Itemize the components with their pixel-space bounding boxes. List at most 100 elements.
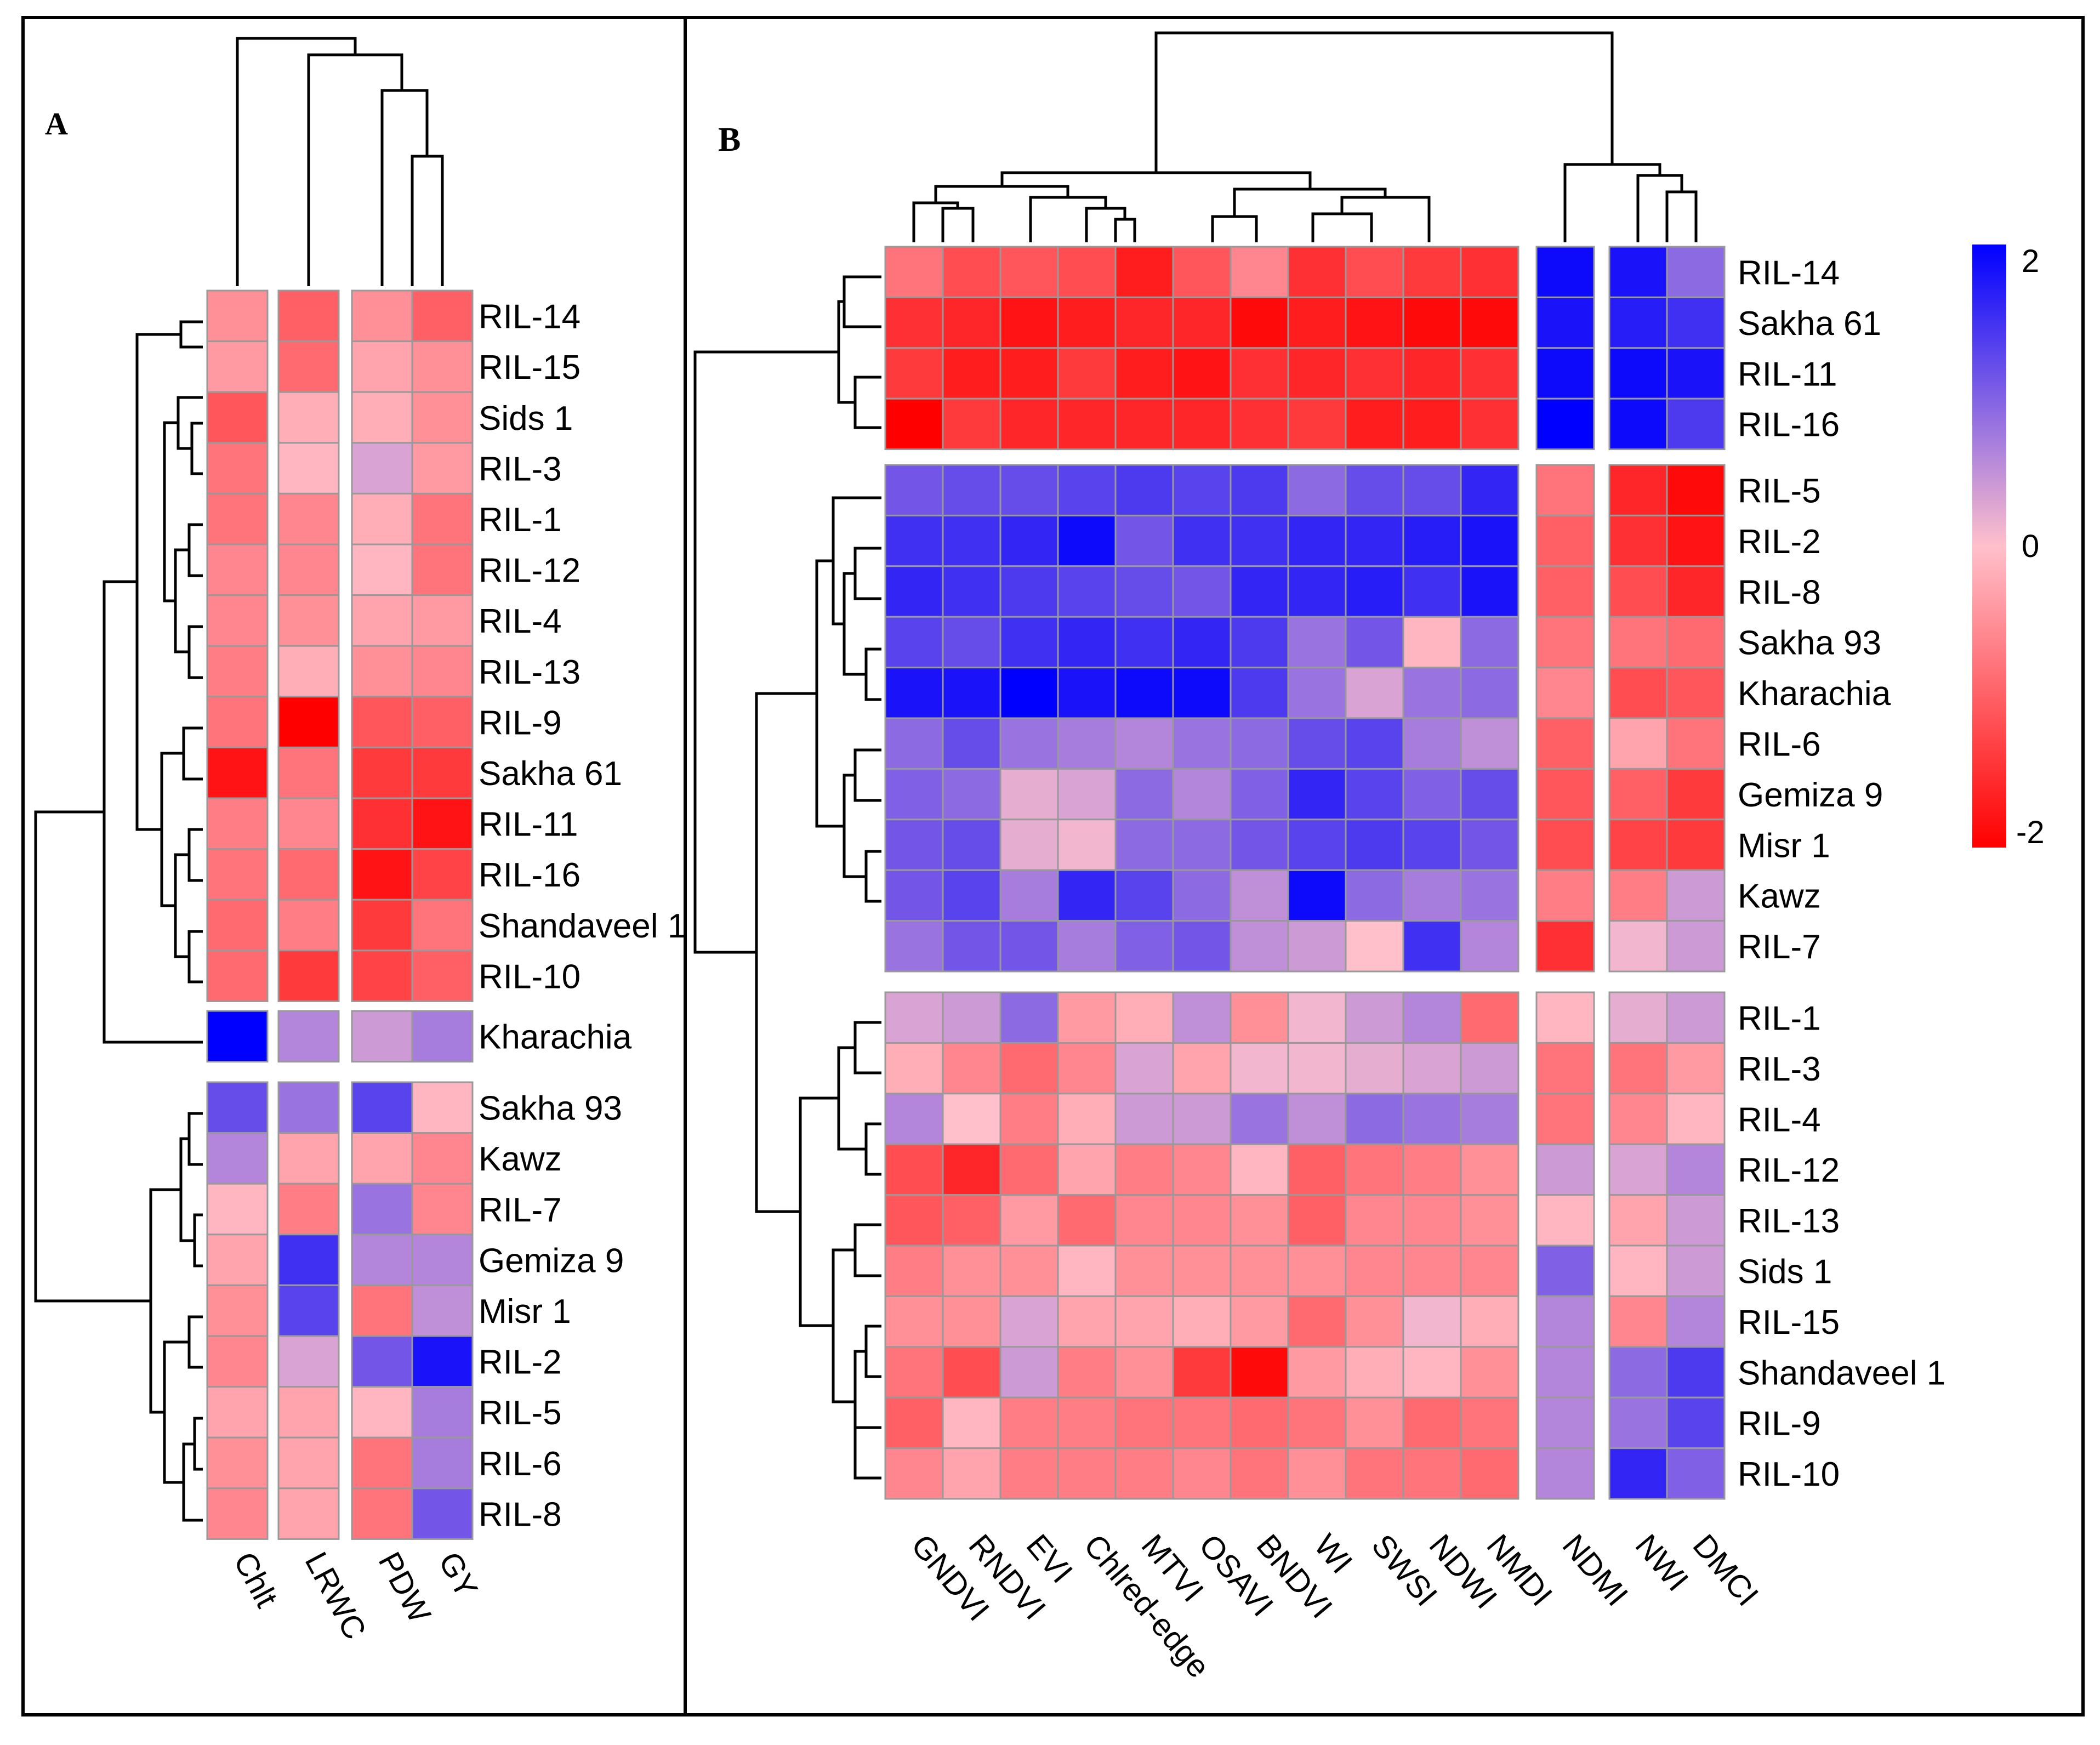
heatmap-a-cell-kharachia-pdw (351, 1010, 413, 1063)
heatmap-b-cell-ril-3-swsi (1345, 1042, 1404, 1095)
row-label-b-ril-13: RIL-13 (1738, 1202, 1840, 1240)
heatmap-b-cell-ril-15-bndvi (1230, 1295, 1289, 1348)
heatmap-b-cell-shandaveel-1-rndvi (942, 1346, 1001, 1399)
heatmap-a-cell-gemiza-9-gy (411, 1234, 474, 1286)
heatmap-b-cell-misr-1-ndmi (1535, 818, 1595, 871)
heatmap-b-cell-ril-5-gndvi (884, 464, 944, 516)
heatmap-b-cell-shandaveel-1-ndmi (1535, 1346, 1595, 1399)
heatmap-b-cell-kharachia-evi (999, 667, 1059, 719)
heatmap-b-cell-shandaveel-1-evi (999, 1346, 1059, 1399)
heatmap-b-cell-misr-1-dmci (1666, 818, 1726, 871)
heatmap-b-cell-gemiza-9-mtvi (1114, 768, 1174, 821)
heatmap-b-cell-ril-1-mtvi (1114, 991, 1174, 1044)
row-label-b-ril-15: RIL-15 (1738, 1304, 1840, 1342)
heatmap-b-cell-shandaveel-1-osavi (1172, 1346, 1232, 1399)
heatmap-a-cell-ril-16-lrwc (277, 848, 340, 901)
row-label-b-ril-4: RIL-4 (1738, 1101, 1821, 1139)
heatmap-a-cell-misr-1-gy (411, 1284, 474, 1337)
heatmap-b-cell-sakha-93-chlred-edge (1057, 616, 1117, 669)
heatmap-b-cell-kharachia-swsi (1345, 667, 1404, 719)
heatmap-b-cell-ril-11-osavi (1172, 347, 1232, 400)
heatmap-b-cell-sakha-61-nwi (1608, 296, 1668, 349)
heatmap-b-cell-ril-11-wi (1287, 347, 1347, 400)
heatmap-b-cell-ril-8-osavi (1172, 565, 1232, 618)
heatmap-b-cell-ril-9-dmci (1666, 1396, 1726, 1450)
heatmap-b-cell-ril-3-mtvi (1114, 1042, 1174, 1095)
heatmap-a-cell-sakha-93-pdw (351, 1081, 413, 1134)
heatmap-b-cell-ril-7-nmdi (1460, 920, 1519, 973)
heatmap-b-cell-ril-11-chlred-edge (1057, 347, 1117, 400)
heatmap-b-cell-sids-1-evi (999, 1244, 1059, 1297)
heatmap-b-cell-misr-1-bndvi (1230, 818, 1289, 871)
row-label-a-ril-7: RIL-7 (479, 1191, 562, 1229)
heatmap-a-cell-sids-1-pdw (351, 391, 413, 444)
heatmap-a-cell-ril-1-chlt (206, 492, 269, 545)
heatmap-b-cell-ril-3-osavi (1172, 1042, 1232, 1095)
heatmap-b-cell-ril-6-ndwi (1402, 717, 1462, 770)
heatmap-b-cell-ril-1-wi (1287, 991, 1347, 1044)
heatmap-b-cell-ril-15-wi (1287, 1295, 1347, 1348)
heatmap-b-cell-ril-1-osavi (1172, 991, 1232, 1044)
heatmap-b-cell-kawz-bndvi (1230, 869, 1289, 922)
heatmap-b-cell-ril-9-rndvi (942, 1396, 1001, 1450)
heatmap-b-cell-ril-7-gndvi (884, 920, 944, 973)
heatmap-b-cell-ril-13-bndvi (1230, 1194, 1289, 1247)
heatmap-b-row-labels: RIL-14 Sakha 61 RIL-11 RIL-16 RIL-5 RIL-2 RIL-… (1738, 254, 1945, 1494)
heatmap-a: RIL-14 RIL-15 Sids 1 RIL-3 RIL-1 RIL-12 RIL-4 R… (34, 37, 686, 1645)
heatmap-b-cell-ril-2-gndvi (884, 514, 944, 567)
heatmap-a-cell-ril-14-lrwc (277, 289, 340, 343)
row-label-b-ril-8: RIL-8 (1738, 573, 1821, 611)
heatmap-b-cell-kawz-ndwi (1402, 869, 1462, 922)
heatmap-a-cell-ril-13-pdw (351, 645, 413, 698)
heatmap-a-cell-ril-7-pdw (351, 1183, 413, 1236)
row-label-b-ril-11: RIL-11 (1738, 355, 1837, 393)
heatmap-b-cell-ril-8-chlred-edge (1057, 565, 1117, 618)
heatmap-b-cell-ril-16-ndwi (1402, 397, 1462, 451)
heatmap-a-cell-ril-9-gy (411, 696, 474, 748)
heatmap-b-cell-ril-12-bndvi (1230, 1143, 1289, 1196)
heatmap-b-cell-ril-11-rndvi (942, 347, 1001, 400)
heatmap-b-cell-ril-13-osavi (1172, 1194, 1232, 1247)
heatmap-b-cell-sids-1-dmci (1666, 1244, 1726, 1297)
heatmap-a-cell-ril-16-pdw (351, 848, 413, 901)
heatmap-b-cell-ril-1-swsi (1345, 991, 1404, 1044)
heatmap-b-cell-ril-11-nmdi (1460, 347, 1519, 400)
heatmap-b-cell-ril-15-chlred-edge (1057, 1295, 1117, 1348)
heatmap-b-cell-kawz-nmdi (1460, 869, 1519, 922)
heatmap-b-cell-ril-15-ndwi (1402, 1295, 1462, 1348)
heatmap-a-column-dendrogram (236, 37, 444, 286)
heatmap-b-cell-ril-10-osavi (1172, 1447, 1232, 1500)
heatmap-a-cell-ril-14-gy (411, 289, 474, 343)
heatmap-b-cell-ril-13-gndvi (884, 1194, 944, 1247)
heatmap-b-cell-shandaveel-1-bndvi (1230, 1346, 1289, 1399)
row-label-a-ril-1: RIL-1 (479, 501, 562, 539)
column-dendrogram-branch-a-1 (380, 89, 429, 286)
heatmap-a-cell-sakha-61-chlt (206, 746, 269, 799)
heatmap-b-cell-ril-3-wi (1287, 1042, 1347, 1095)
heatmap-b-cell-sakha-61-rndvi (942, 296, 1001, 349)
heatmap-b-cell-ril-1-rndvi (942, 991, 1001, 1044)
heatmap-b-cell-kharachia-wi (1287, 667, 1347, 719)
legend-min-label: -2 (2016, 815, 2045, 850)
heatmap-b-cell-ril-6-nwi (1608, 717, 1668, 770)
heatmap-a-cell-shandaveel-1-gy (411, 899, 474, 952)
heatmap-b-cell-ril-16-osavi (1172, 397, 1232, 451)
column-dendrogram-branch-b-14 (1154, 31, 1614, 173)
heatmap-b-cell-ril-1-nwi (1608, 991, 1668, 1044)
heatmap-b-cell-ril-14-rndvi (942, 246, 1001, 298)
heatmap-b-cell-ril-11-dmci (1666, 347, 1726, 400)
heatmap-b-cell-ril-5-chlred-edge (1057, 464, 1117, 516)
heatmap-b-cell-ril-9-nwi (1608, 1396, 1668, 1450)
heatmap-a-cell-ril-9-lrwc (277, 696, 340, 748)
heatmap-b-cell-ril-1-bndvi (1230, 991, 1289, 1044)
heatmap-b-cell-ril-6-ndmi (1535, 717, 1595, 770)
heatmap-b-cell-sakha-61-osavi (1172, 296, 1232, 349)
row-label-a-ril-14: RIL-14 (479, 298, 581, 336)
row-label-b-ril-2: RIL-2 (1738, 523, 1821, 561)
heatmap-b-cell-ril-3-bndvi (1230, 1042, 1289, 1095)
heatmap-a-cell-ril-1-lrwc (277, 492, 340, 545)
heatmap-b-cell-ril-12-chlred-edge (1057, 1143, 1117, 1196)
heatmap-b-cell-sakha-61-nmdi (1460, 296, 1519, 349)
row-label-b-sakha-61: Sakha 61 (1738, 305, 1881, 343)
heatmap-b-cell-gemiza-9-ndmi (1535, 768, 1595, 821)
